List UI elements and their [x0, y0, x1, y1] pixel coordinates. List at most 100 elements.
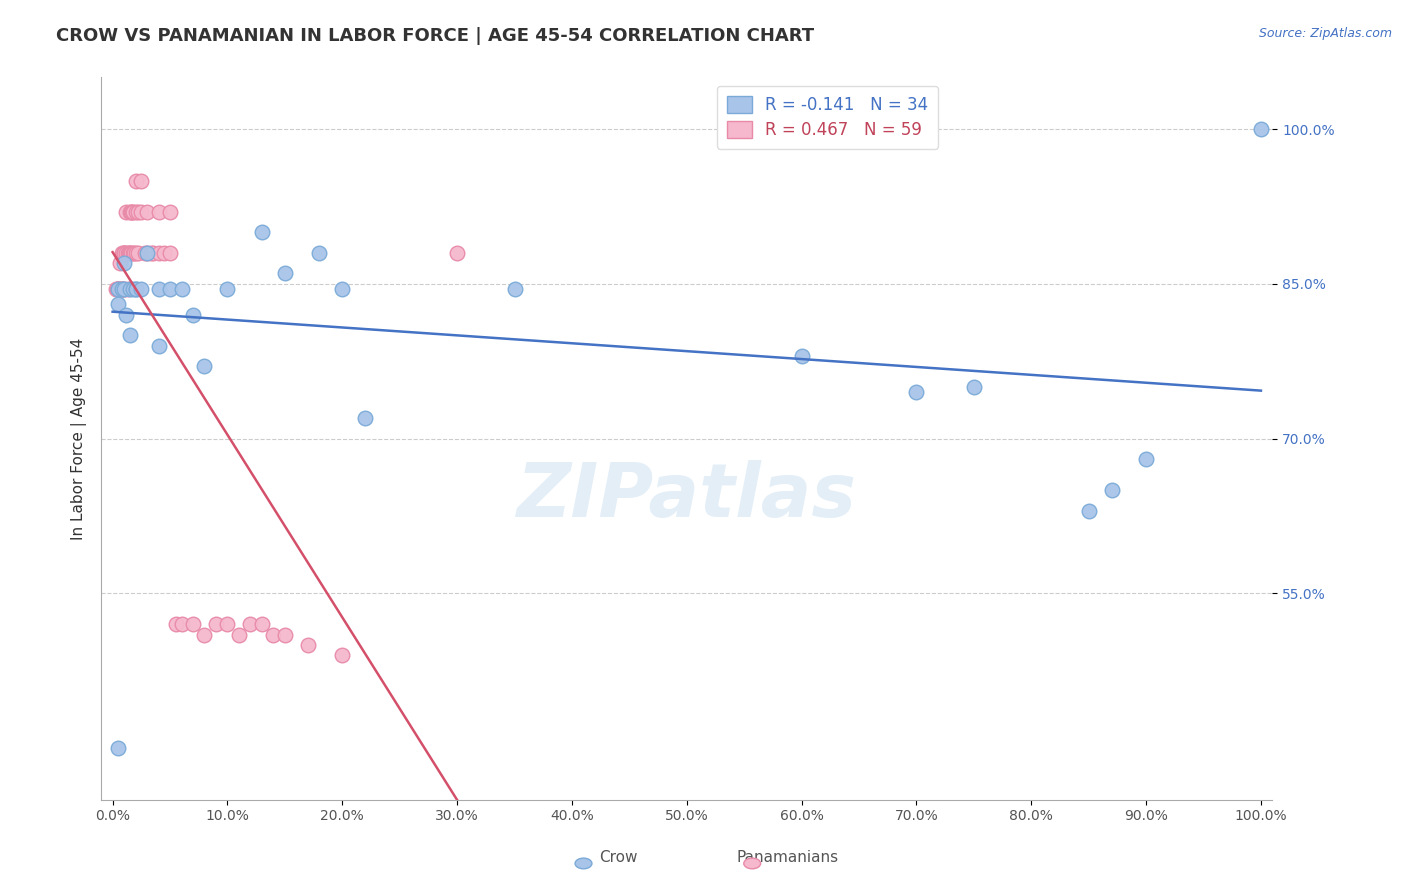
Point	[193, 359, 215, 374]
Point	[127, 245, 149, 260]
Point	[217, 282, 239, 296]
Point	[131, 173, 153, 187]
Point	[117, 245, 139, 260]
Point	[120, 204, 142, 219]
Point	[905, 385, 928, 400]
Point	[118, 245, 141, 260]
Point	[503, 282, 526, 296]
Text: Panamanians: Panamanians	[737, 850, 838, 865]
Point	[107, 282, 129, 296]
Point	[274, 267, 297, 281]
Point	[1077, 504, 1099, 518]
Point	[118, 328, 141, 343]
Point	[107, 741, 129, 756]
Point	[308, 245, 330, 260]
Point	[115, 204, 138, 219]
Point	[181, 617, 204, 632]
Text: ZIPatlas: ZIPatlas	[517, 460, 856, 533]
Point	[330, 648, 353, 663]
Point	[124, 204, 146, 219]
Point	[110, 282, 132, 296]
Point	[105, 282, 128, 296]
Point	[108, 282, 131, 296]
Point	[107, 297, 129, 311]
Point	[193, 627, 215, 641]
Point	[250, 225, 273, 239]
Point	[124, 282, 146, 296]
Point	[118, 204, 141, 219]
Point	[170, 617, 193, 632]
Point	[136, 245, 159, 260]
Point	[122, 282, 145, 296]
Point	[111, 245, 134, 260]
Point	[148, 339, 170, 353]
Point	[170, 282, 193, 296]
Point	[1135, 452, 1157, 467]
Text: CROW VS PANAMANIAN IN LABOR FORCE | AGE 45-54 CORRELATION CHART: CROW VS PANAMANIAN IN LABOR FORCE | AGE …	[56, 27, 814, 45]
Point	[250, 617, 273, 632]
Point	[112, 245, 135, 260]
Text: Source: ZipAtlas.com: Source: ZipAtlas.com	[1258, 27, 1392, 40]
Point	[122, 204, 145, 219]
Point	[112, 245, 135, 260]
Point	[148, 204, 170, 219]
Point	[963, 380, 986, 394]
Point	[136, 204, 159, 219]
Text: Crow: Crow	[599, 850, 638, 865]
Point	[330, 282, 353, 296]
Point	[112, 256, 135, 270]
Point	[205, 617, 228, 632]
Point	[148, 245, 170, 260]
Point	[124, 245, 146, 260]
Point	[239, 617, 262, 632]
Point	[134, 245, 156, 260]
Point	[142, 245, 165, 260]
Point	[446, 245, 468, 260]
Point	[159, 204, 181, 219]
Point	[790, 349, 813, 363]
Point	[124, 282, 146, 296]
Point	[107, 282, 129, 296]
Point	[124, 173, 146, 187]
Point	[112, 245, 135, 260]
Point	[105, 282, 128, 296]
Point	[159, 282, 181, 296]
Point	[262, 627, 284, 641]
Point	[274, 627, 297, 641]
Point	[131, 204, 153, 219]
Point	[153, 245, 176, 260]
Point	[118, 245, 141, 260]
Point	[139, 245, 162, 260]
Point	[118, 282, 141, 296]
Point	[108, 256, 131, 270]
Point	[297, 638, 319, 652]
Point	[124, 245, 146, 260]
Point	[112, 282, 135, 296]
Point	[131, 282, 153, 296]
Point	[111, 282, 134, 296]
Point	[115, 308, 138, 322]
Point	[122, 245, 145, 260]
Point	[1250, 122, 1272, 136]
Y-axis label: In Labor Force | Age 45-54: In Labor Force | Age 45-54	[72, 337, 87, 540]
Point	[111, 282, 134, 296]
Point	[136, 245, 159, 260]
Legend: R = -0.141   N = 34, R = 0.467   N = 59: R = -0.141 N = 34, R = 0.467 N = 59	[717, 86, 938, 149]
Point	[107, 282, 129, 296]
Point	[354, 411, 377, 425]
Point	[228, 627, 250, 641]
Point	[148, 282, 170, 296]
Point	[217, 617, 239, 632]
Point	[117, 282, 139, 296]
Point	[115, 245, 138, 260]
Point	[112, 282, 135, 296]
Point	[159, 245, 181, 260]
Point	[120, 245, 142, 260]
Point	[107, 282, 129, 296]
Point	[127, 204, 149, 219]
Point	[1101, 483, 1123, 498]
Point	[181, 308, 204, 322]
Point	[121, 204, 143, 219]
Point	[111, 282, 134, 296]
Point	[165, 617, 187, 632]
